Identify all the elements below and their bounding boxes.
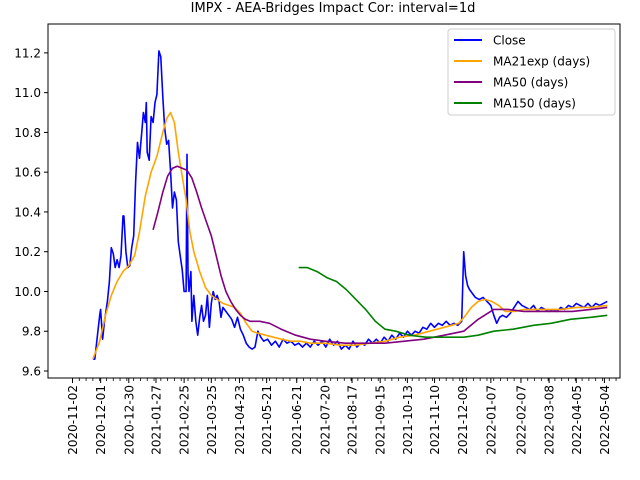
x-tick-label: 2021-11-10 bbox=[428, 385, 442, 455]
x-tick-label: 2021-07-20 bbox=[318, 385, 332, 455]
x-tick-label: 2022-02-07 bbox=[514, 385, 528, 455]
legend-label: MA21exp (days) bbox=[493, 55, 590, 69]
series-line-ma50 bbox=[152, 165, 608, 345]
legend-label: MA150 (days) bbox=[493, 97, 576, 111]
x-tick-label: 2021-04-23 bbox=[233, 385, 247, 455]
x-tick-label: 2021-02-25 bbox=[178, 385, 192, 455]
x-tick-label: 2021-09-15 bbox=[374, 385, 388, 455]
x-tick-label: 2022-01-07 bbox=[484, 385, 498, 455]
plot-frame bbox=[47, 23, 621, 379]
y-tick-label: 9.6 bbox=[22, 365, 41, 379]
x-tick-label: 2021-03-25 bbox=[205, 385, 219, 455]
x-tick-label: 2021-12-09 bbox=[456, 385, 470, 455]
x-tick-label: 2021-05-21 bbox=[260, 385, 274, 455]
series-line-ma150 bbox=[298, 266, 608, 339]
y-tick-label: 10.8 bbox=[14, 126, 41, 140]
x-tick-label: 2020-11-02 bbox=[66, 385, 80, 455]
x-tick-label: 2021-08-17 bbox=[346, 385, 360, 455]
y-tick-label: 10.2 bbox=[14, 245, 41, 259]
y-axis: 9.6 9.8 10.0 10.2 10.4 10.6 10.8 11.0 11.2 bbox=[14, 46, 48, 379]
legend-label: Close bbox=[493, 34, 526, 48]
legend-label: MA50 (days) bbox=[493, 76, 568, 90]
x-tick-label: 2022-05-04 bbox=[598, 385, 612, 455]
y-tick-label: 10.0 bbox=[14, 285, 41, 299]
legend: Close MA21exp (days) MA50 (days) MA150 (day… bbox=[447, 28, 616, 116]
x-tick-label: 2022-04-05 bbox=[570, 385, 584, 455]
x-tick-label: 2020-12-30 bbox=[122, 385, 136, 455]
x-tick-label: 2021-10-13 bbox=[401, 385, 415, 455]
chart-title: IMPX - AEA-Bridges Impact Cor: interval=… bbox=[191, 1, 476, 16]
x-tick-label: 2021-01-27 bbox=[149, 385, 163, 455]
y-tick-label: 9.8 bbox=[22, 325, 41, 339]
plot-series bbox=[92, 50, 608, 360]
y-tick-label: 10.6 bbox=[14, 166, 41, 180]
y-tick-label: 10.4 bbox=[14, 205, 41, 219]
x-axis: 2020-11-02 2020-12-01 2020-12-30 2021-01-27… bbox=[66, 378, 617, 455]
y-tick-label: 11.0 bbox=[14, 86, 41, 100]
series-line-close bbox=[92, 50, 608, 360]
x-tick-label: 2022-03-08 bbox=[543, 385, 557, 455]
series-line-ma21exp bbox=[92, 111, 608, 360]
x-tick-label: 2020-12-01 bbox=[94, 385, 108, 455]
x-tick-label: 2021-06-21 bbox=[290, 385, 304, 455]
y-tick-label: 11.2 bbox=[14, 46, 41, 60]
legend-box bbox=[447, 28, 616, 116]
